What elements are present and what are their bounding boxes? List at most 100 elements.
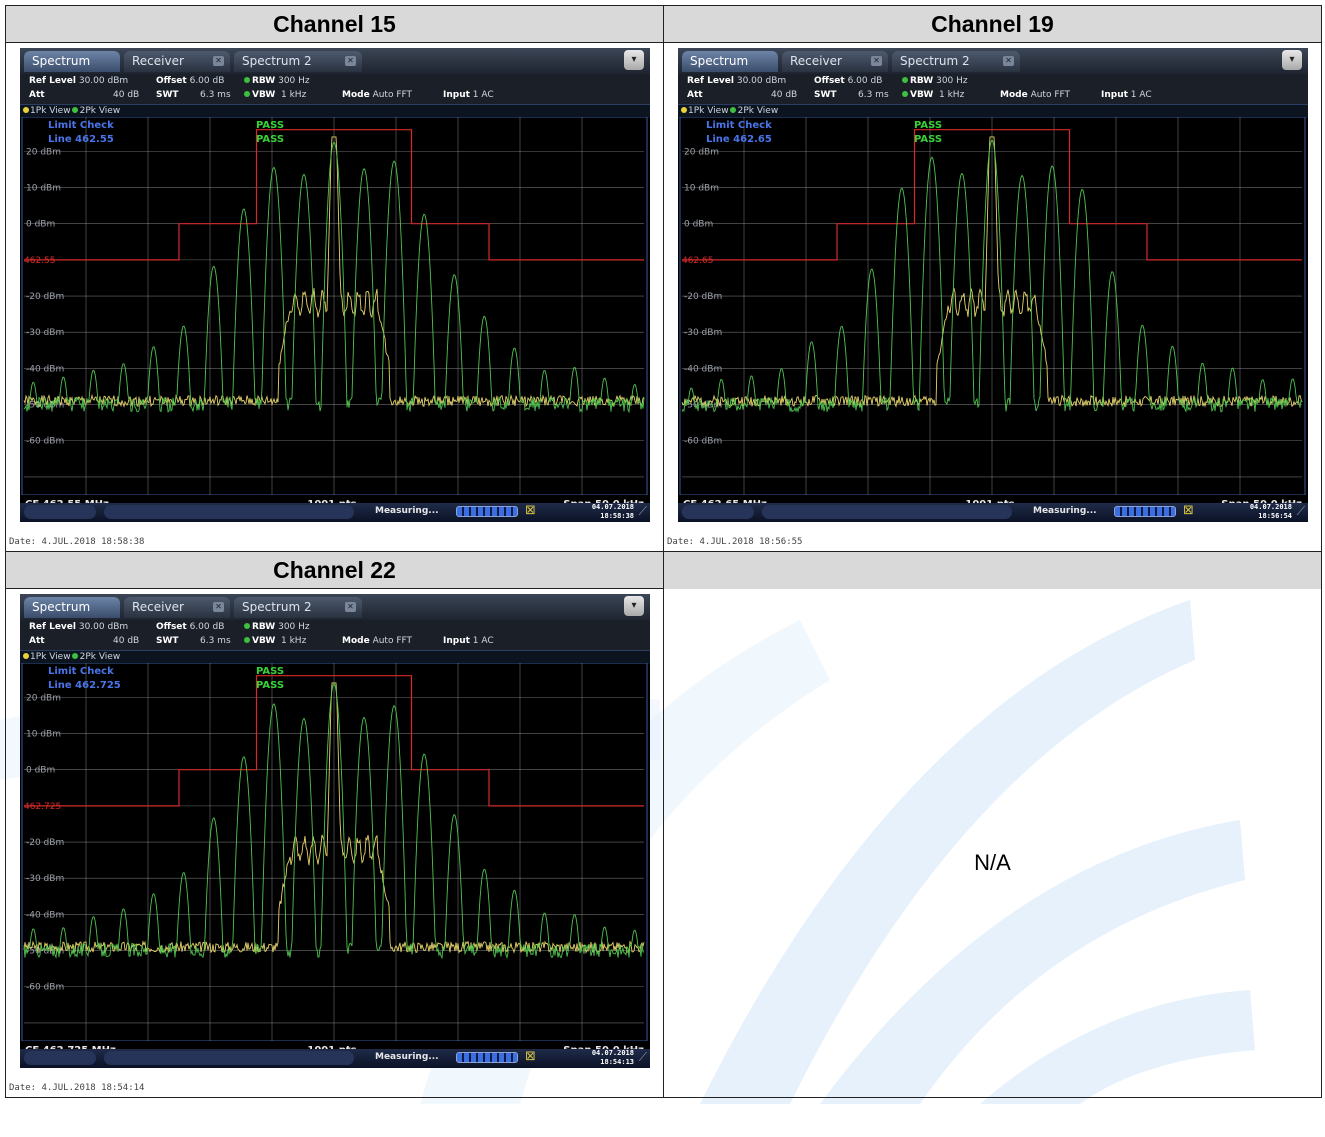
view-1pk-label: 1Pk View (688, 106, 729, 116)
swt-label: SWT (156, 636, 179, 646)
att-value: 40 dB (113, 90, 140, 100)
close-icon[interactable]: ✕ (213, 56, 224, 66)
tab-spectrum-label: Spectrum (32, 54, 91, 68)
y-axis-label: 20 dBm (684, 147, 719, 157)
status-dot-icon (902, 91, 908, 97)
softkey-wide[interactable] (104, 1051, 354, 1065)
softkey-left[interactable] (24, 505, 96, 519)
softkey-wide[interactable] (762, 505, 1012, 519)
y-axis-label: 10 dBm (26, 184, 61, 194)
channel-grid: Channel 15 Channel 19 Spectrum Receiver ✕… (5, 5, 1322, 1098)
rbw-label: RBW (252, 76, 276, 86)
tab-spectrum[interactable]: Spectrum (682, 51, 778, 72)
spectrum-analyzer-screen: Spectrum Receiver ✕ Spectrum 2 ✕ ▾ Ref Lev… (20, 48, 650, 522)
resize-grip-icon[interactable]: ⟋ (1296, 504, 1305, 518)
y-axis-label: -40 dBm (26, 364, 64, 374)
trace-view-bar: 1Pk View 2Pk View (20, 104, 650, 118)
status-dot-icon (244, 77, 250, 83)
limit-check-label: Limit Check (48, 120, 114, 131)
timestamp-time: 18:56:54 (1258, 512, 1292, 520)
network-status-icon: ⊠ (525, 1049, 536, 1064)
y-axis-label: -50 dBm (26, 947, 64, 957)
limit-line (24, 129, 644, 261)
timestamp-date: 04.07.2018 (591, 503, 634, 511)
softkey-left[interactable] (24, 1051, 96, 1065)
vbw-value: 1 kHz (281, 90, 307, 100)
mode-label: Mode (1000, 90, 1028, 100)
tab-spectrum-label: Spectrum (32, 600, 91, 614)
vbw-value: 1 kHz (281, 636, 307, 646)
settings-bar: Ref Level 30.00 dBm Offset 6.00 dB RBW 3… (678, 74, 1308, 104)
plot-frame (21, 663, 648, 1042)
close-icon[interactable]: ✕ (345, 602, 356, 612)
tab-spectrum[interactable]: Spectrum (24, 51, 120, 72)
view-2pk-label: 2Pk View (79, 106, 121, 116)
header-empty (663, 551, 1322, 589)
tab-spectrum-2[interactable]: Spectrum 2 ✕ (234, 597, 362, 618)
limit-marker-label: 462.725 (24, 802, 61, 812)
status-dot-icon (902, 77, 908, 83)
y-axis-label: -20 dBm (684, 292, 722, 302)
view-1pk-label: 1Pk View (30, 652, 71, 662)
timestamp-time: 18:54:13 (600, 1058, 634, 1066)
ref-level-label: Ref Level (29, 76, 76, 86)
y-axis-label: -30 dBm (684, 328, 722, 338)
settings-bar: Ref Level 30.00 dBm Offset 6.00 dB RBW 3… (20, 74, 650, 104)
mode-label: Mode (342, 90, 370, 100)
resize-grip-icon[interactable]: ⟋ (638, 504, 647, 518)
trace-1 (23, 141, 645, 414)
menu-icon[interactable]: ▾ (624, 50, 644, 70)
swt-label: SWT (814, 90, 837, 100)
progress-bar (456, 1052, 518, 1063)
tab-spectrum[interactable]: Spectrum (24, 597, 120, 618)
swt-value: 6.3 ms (200, 90, 231, 100)
trace-2 (681, 136, 1303, 408)
softkey-wide[interactable] (104, 505, 354, 519)
spectrum-plot[interactable]: 20 dBm 10 dBm 0 dBm -20 dBm -30 dBm -40 dBm -5… (20, 117, 650, 511)
rbw-value: 300 Hz (278, 622, 310, 632)
ref-level-label: Ref Level (687, 76, 734, 86)
close-icon[interactable]: ✕ (213, 602, 224, 612)
y-axis-label: 0 dBm (26, 766, 55, 776)
vbw-value: 1 kHz (939, 90, 965, 100)
view-2pk-label: 2Pk View (737, 106, 779, 116)
tab-spectrum-2[interactable]: Spectrum 2 ✕ (234, 51, 362, 72)
offset-value: 6.00 dB (847, 76, 883, 86)
close-icon[interactable]: ✕ (1003, 56, 1014, 66)
input-value: 1 AC (1130, 90, 1152, 100)
y-axis-label: 20 dBm (26, 693, 61, 703)
vbw-label: VBW (252, 90, 276, 100)
input-label: Input (1101, 90, 1128, 100)
tab-receiver[interactable]: Receiver ✕ (124, 597, 230, 618)
limit-line-label: Line 462.55 (48, 134, 114, 145)
tab-receiver[interactable]: Receiver ✕ (782, 51, 888, 72)
input-label: Input (443, 636, 470, 646)
screenshot-date: Date: 4.JUL.2018 18:54:14 (9, 1083, 145, 1093)
close-icon[interactable]: ✕ (345, 56, 356, 66)
network-status-icon: ⊠ (525, 503, 536, 518)
att-value: 40 dB (113, 636, 140, 646)
plot-frame (21, 117, 648, 496)
y-axis-label: 20 dBm (26, 147, 61, 157)
y-axis-label: -20 dBm (26, 838, 64, 848)
softkey-left[interactable] (682, 505, 754, 519)
limit-line-label: Line 462.65 (706, 134, 772, 145)
timestamp-date: 04.07.2018 (1249, 503, 1292, 511)
menu-icon[interactable]: ▾ (624, 596, 644, 616)
spectrum-plot[interactable]: 20 dBm 10 dBm 0 dBm -20 dBm -30 dBm -40 dBm -5… (678, 117, 1308, 511)
y-axis-label: -30 dBm (26, 874, 64, 884)
spectrum-plot[interactable]: 20 dBm 10 dBm 0 dBm -20 dBm -30 dBm -40 dBm -5… (20, 663, 650, 1057)
close-icon[interactable]: ✕ (871, 56, 882, 66)
tab-receiver[interactable]: Receiver ✕ (124, 51, 230, 72)
trace-1 (681, 139, 1303, 414)
swt-value: 6.3 ms (858, 90, 889, 100)
tab-spectrum-2[interactable]: Spectrum 2 ✕ (892, 51, 1020, 72)
tab-spectrum-label: Spectrum (690, 54, 749, 68)
mode-value: Auto FFT (372, 90, 413, 100)
trace-view-bar: 1Pk View 2Pk View (20, 650, 650, 664)
input-value: 1 AC (472, 90, 494, 100)
limit-line (682, 129, 1302, 261)
pass-label: PASS (256, 120, 284, 131)
menu-icon[interactable]: ▾ (1282, 50, 1302, 70)
resize-grip-icon[interactable]: ⟋ (638, 1050, 647, 1064)
